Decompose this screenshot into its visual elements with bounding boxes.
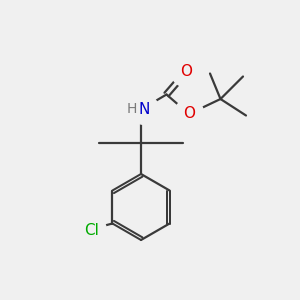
Circle shape (129, 94, 159, 124)
Circle shape (174, 99, 204, 129)
Circle shape (171, 57, 201, 87)
Text: N: N (138, 102, 150, 117)
Circle shape (76, 215, 106, 245)
Text: Cl: Cl (84, 223, 99, 238)
Text: O: O (180, 64, 192, 80)
Text: H: H (126, 102, 136, 116)
Circle shape (118, 95, 145, 122)
Text: O: O (183, 106, 195, 122)
